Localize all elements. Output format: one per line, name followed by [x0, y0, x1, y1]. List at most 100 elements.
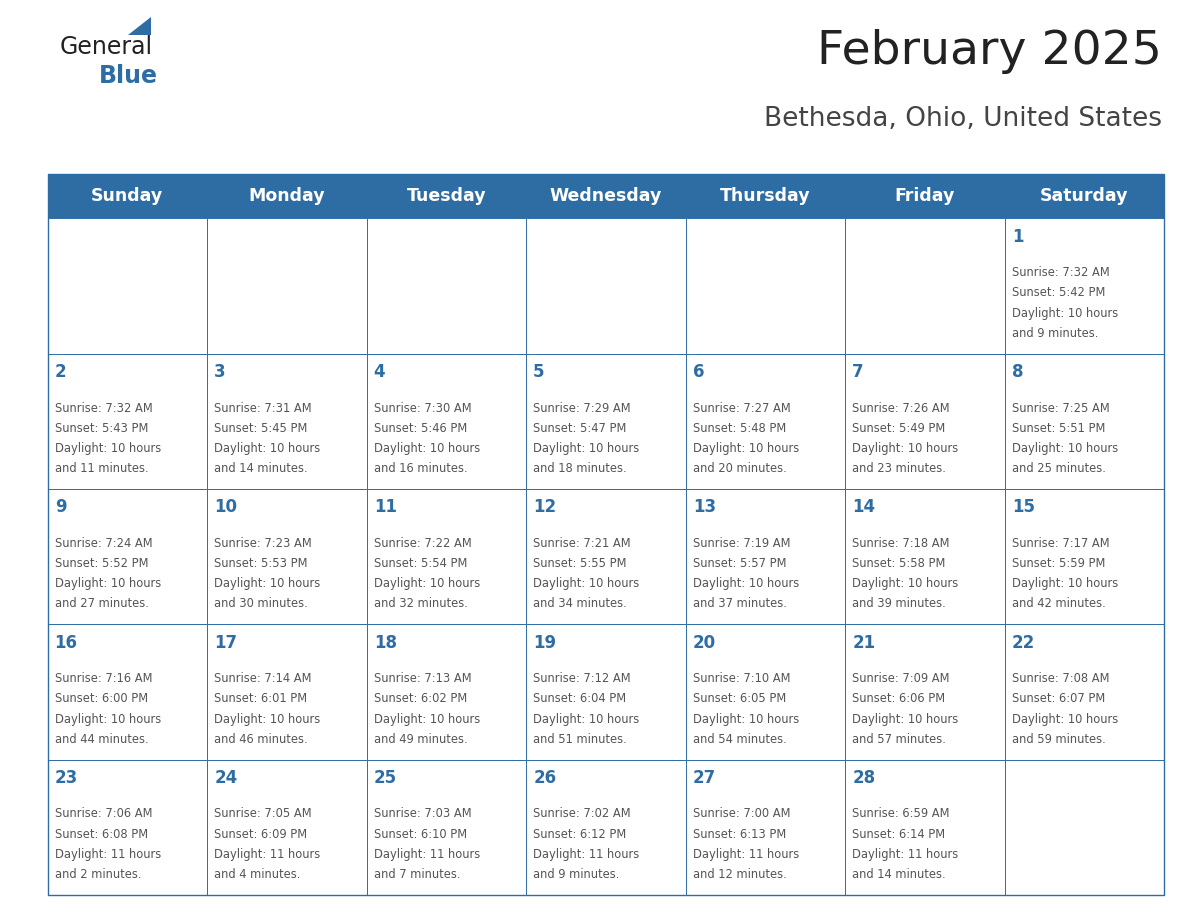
Text: Tuesday: Tuesday: [406, 187, 486, 206]
Text: Daylight: 10 hours: Daylight: 10 hours: [852, 712, 959, 725]
Bar: [526, 624, 685, 760]
Bar: [685, 489, 845, 624]
Text: Daylight: 10 hours: Daylight: 10 hours: [1012, 307, 1118, 319]
Text: Daylight: 10 hours: Daylight: 10 hours: [55, 577, 160, 590]
Text: Sunset: 5:49 PM: Sunset: 5:49 PM: [852, 421, 946, 435]
Text: and 59 minutes.: and 59 minutes.: [1012, 733, 1106, 745]
Text: Sunset: 5:47 PM: Sunset: 5:47 PM: [533, 421, 626, 435]
Text: Sunrise: 7:26 AM: Sunrise: 7:26 AM: [852, 401, 950, 415]
Text: Sunrise: 7:31 AM: Sunrise: 7:31 AM: [214, 401, 311, 415]
Bar: [48, 218, 207, 353]
Bar: [845, 489, 1005, 624]
Text: Daylight: 10 hours: Daylight: 10 hours: [693, 442, 800, 455]
Text: and 34 minutes.: and 34 minutes.: [533, 598, 627, 610]
Bar: [48, 174, 1164, 218]
Text: Daylight: 10 hours: Daylight: 10 hours: [214, 577, 321, 590]
Text: Monday: Monday: [248, 187, 326, 206]
Text: 5: 5: [533, 363, 545, 381]
Text: Sunset: 6:13 PM: Sunset: 6:13 PM: [693, 828, 786, 841]
Text: Sunrise: 7:25 AM: Sunrise: 7:25 AM: [1012, 401, 1110, 415]
Text: and 39 minutes.: and 39 minutes.: [852, 598, 946, 610]
Text: 21: 21: [852, 633, 876, 652]
Text: Daylight: 10 hours: Daylight: 10 hours: [374, 712, 480, 725]
Text: and 14 minutes.: and 14 minutes.: [852, 868, 946, 881]
Text: Blue: Blue: [99, 64, 158, 88]
Text: Daylight: 10 hours: Daylight: 10 hours: [374, 442, 480, 455]
Text: Sunrise: 7:18 AM: Sunrise: 7:18 AM: [852, 537, 949, 550]
Bar: [207, 489, 367, 624]
Text: Sunset: 5:43 PM: Sunset: 5:43 PM: [55, 421, 148, 435]
Text: Sunrise: 7:09 AM: Sunrise: 7:09 AM: [852, 672, 949, 685]
Text: and 46 minutes.: and 46 minutes.: [214, 733, 308, 745]
Text: Daylight: 10 hours: Daylight: 10 hours: [374, 577, 480, 590]
Text: Daylight: 10 hours: Daylight: 10 hours: [214, 442, 321, 455]
Text: Sunrise: 7:29 AM: Sunrise: 7:29 AM: [533, 401, 631, 415]
Bar: [207, 218, 367, 353]
Text: and 25 minutes.: and 25 minutes.: [1012, 462, 1106, 476]
Text: Daylight: 10 hours: Daylight: 10 hours: [693, 577, 800, 590]
Bar: [367, 353, 526, 489]
Text: and 20 minutes.: and 20 minutes.: [693, 462, 786, 476]
Text: Daylight: 10 hours: Daylight: 10 hours: [852, 442, 959, 455]
Bar: [1005, 624, 1164, 760]
Text: Sunrise: 7:05 AM: Sunrise: 7:05 AM: [214, 808, 311, 821]
Text: and 23 minutes.: and 23 minutes.: [852, 462, 946, 476]
Text: Sunset: 6:01 PM: Sunset: 6:01 PM: [214, 692, 308, 705]
Text: and 4 minutes.: and 4 minutes.: [214, 868, 301, 881]
Text: Sunset: 5:51 PM: Sunset: 5:51 PM: [1012, 421, 1105, 435]
Text: Sunset: 6:08 PM: Sunset: 6:08 PM: [55, 828, 147, 841]
Text: 14: 14: [852, 498, 876, 516]
Text: and 11 minutes.: and 11 minutes.: [55, 462, 148, 476]
Text: Sunset: 6:09 PM: Sunset: 6:09 PM: [214, 828, 308, 841]
Text: and 57 minutes.: and 57 minutes.: [852, 733, 946, 745]
Text: 22: 22: [1012, 633, 1035, 652]
Text: Sunrise: 7:00 AM: Sunrise: 7:00 AM: [693, 808, 790, 821]
Text: and 18 minutes.: and 18 minutes.: [533, 462, 627, 476]
Text: 17: 17: [214, 633, 238, 652]
Text: Sunrise: 7:16 AM: Sunrise: 7:16 AM: [55, 672, 152, 685]
Bar: [1005, 760, 1164, 895]
Text: 15: 15: [1012, 498, 1035, 516]
Text: 2: 2: [55, 363, 67, 381]
Text: Sunset: 5:42 PM: Sunset: 5:42 PM: [1012, 286, 1105, 299]
Text: Sunset: 6:14 PM: Sunset: 6:14 PM: [852, 828, 946, 841]
Text: 8: 8: [1012, 363, 1023, 381]
Text: Daylight: 10 hours: Daylight: 10 hours: [55, 712, 160, 725]
Bar: [1005, 218, 1164, 353]
Text: Sunset: 6:05 PM: Sunset: 6:05 PM: [693, 692, 786, 705]
Text: and 12 minutes.: and 12 minutes.: [693, 868, 786, 881]
Text: Daylight: 10 hours: Daylight: 10 hours: [214, 712, 321, 725]
Text: 27: 27: [693, 769, 716, 787]
Bar: [526, 489, 685, 624]
Text: Sunrise: 7:24 AM: Sunrise: 7:24 AM: [55, 537, 152, 550]
Text: 18: 18: [374, 633, 397, 652]
Text: and 37 minutes.: and 37 minutes.: [693, 598, 786, 610]
Text: Thursday: Thursday: [720, 187, 810, 206]
Text: 12: 12: [533, 498, 556, 516]
Text: and 14 minutes.: and 14 minutes.: [214, 462, 308, 476]
Text: 11: 11: [374, 498, 397, 516]
Bar: [367, 760, 526, 895]
Bar: [48, 760, 207, 895]
Text: 9: 9: [55, 498, 67, 516]
Text: 20: 20: [693, 633, 716, 652]
Text: Sunset: 6:00 PM: Sunset: 6:00 PM: [55, 692, 147, 705]
Text: 19: 19: [533, 633, 556, 652]
Bar: [367, 624, 526, 760]
Bar: [48, 174, 1164, 895]
Text: Sunrise: 7:10 AM: Sunrise: 7:10 AM: [693, 672, 790, 685]
Text: Daylight: 10 hours: Daylight: 10 hours: [852, 577, 959, 590]
Text: and 9 minutes.: and 9 minutes.: [1012, 327, 1098, 340]
Text: 28: 28: [852, 769, 876, 787]
Text: Daylight: 11 hours: Daylight: 11 hours: [852, 848, 959, 861]
Bar: [685, 624, 845, 760]
Text: General: General: [59, 35, 152, 59]
Text: Sunset: 5:58 PM: Sunset: 5:58 PM: [852, 557, 946, 570]
Text: 7: 7: [852, 363, 864, 381]
Text: Sunrise: 7:12 AM: Sunrise: 7:12 AM: [533, 672, 631, 685]
Text: Sunset: 5:46 PM: Sunset: 5:46 PM: [374, 421, 467, 435]
Text: Sunrise: 7:02 AM: Sunrise: 7:02 AM: [533, 808, 631, 821]
Text: and 27 minutes.: and 27 minutes.: [55, 598, 148, 610]
Text: Sunrise: 7:23 AM: Sunrise: 7:23 AM: [214, 537, 312, 550]
Text: Sunrise: 7:22 AM: Sunrise: 7:22 AM: [374, 537, 472, 550]
